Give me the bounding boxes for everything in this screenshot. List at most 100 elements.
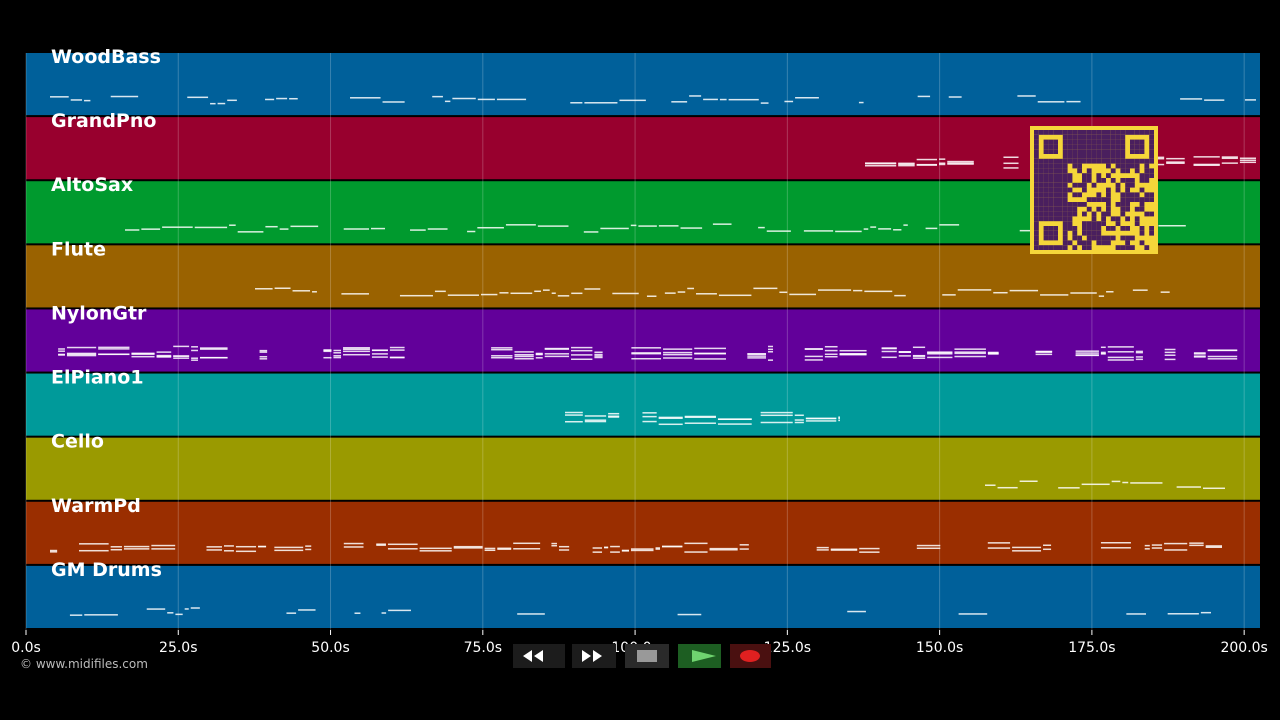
- qr-module: [1106, 130, 1111, 135]
- note: [912, 357, 926, 359]
- note: [513, 542, 541, 545]
- note: [156, 354, 172, 357]
- qr-module: [1062, 134, 1068, 140]
- note: [558, 549, 570, 551]
- qr-module: [1034, 192, 1039, 198]
- qr-module: [1048, 245, 1054, 250]
- qr-module: [1038, 163, 1044, 169]
- note: [853, 289, 863, 292]
- note: [544, 348, 570, 350]
- qr-module: [1067, 139, 1073, 145]
- qr-module: [1067, 216, 1073, 222]
- note: [789, 293, 817, 296]
- note: [551, 544, 557, 547]
- note: [274, 287, 291, 289]
- note: [323, 356, 332, 359]
- qr-module: [1125, 197, 1130, 202]
- note: [389, 356, 405, 359]
- qr-module: [1053, 139, 1058, 145]
- note: [804, 355, 823, 358]
- note: [50, 96, 69, 98]
- tick-label: 50.0s: [311, 640, 349, 656]
- note: [191, 359, 198, 361]
- qr-module: [1077, 235, 1082, 241]
- qr-module: [1082, 182, 1087, 188]
- note: [79, 549, 109, 552]
- qr-module: [1072, 149, 1078, 154]
- note: [123, 548, 150, 550]
- qr-module: [1048, 130, 1054, 135]
- qr-module: [1062, 187, 1068, 193]
- note: [1058, 487, 1080, 489]
- note: [1043, 544, 1052, 546]
- qr-module: [1144, 192, 1150, 198]
- note: [565, 420, 583, 423]
- note: [1019, 480, 1038, 483]
- qr-module: [1082, 187, 1087, 193]
- note: [612, 292, 639, 295]
- note: [939, 224, 960, 226]
- note: [1239, 161, 1256, 164]
- qr-module: [1134, 192, 1140, 198]
- note: [343, 546, 364, 548]
- qr-module: [1072, 230, 1078, 236]
- qr-module: [1139, 144, 1145, 150]
- note: [824, 345, 838, 348]
- note: [110, 548, 122, 551]
- note: [323, 349, 332, 351]
- qr-module: [1101, 197, 1106, 202]
- play-icon: [692, 650, 716, 662]
- note: [1132, 289, 1148, 291]
- note: [663, 353, 693, 356]
- note: [1158, 224, 1186, 227]
- qr-module: [1077, 158, 1082, 164]
- qr-module: [1053, 149, 1058, 154]
- note: [878, 228, 892, 230]
- note: [912, 346, 926, 349]
- note: [658, 416, 683, 419]
- qr-module: [1120, 149, 1126, 154]
- note: [496, 98, 527, 101]
- qr-module: [1096, 240, 1102, 246]
- note: [646, 295, 657, 297]
- qr-module: [1130, 235, 1135, 241]
- qr-module: [1072, 192, 1078, 198]
- note: [1070, 292, 1097, 294]
- note: [839, 349, 867, 352]
- rewind-icon: [523, 650, 543, 662]
- note: [190, 607, 200, 609]
- qr-module: [1101, 240, 1106, 246]
- note: [658, 423, 683, 426]
- note: [289, 97, 298, 100]
- qr-module: [1130, 163, 1135, 169]
- note: [290, 225, 319, 228]
- note: [957, 289, 992, 291]
- note: [608, 416, 620, 418]
- note: [187, 96, 209, 99]
- qr-module: [1091, 216, 1097, 222]
- qr-module: [1096, 192, 1102, 198]
- qr-module: [1034, 240, 1039, 246]
- qr-module: [1048, 149, 1054, 154]
- qr-module: [1034, 211, 1039, 217]
- note: [916, 547, 941, 550]
- qr-module: [1072, 144, 1078, 150]
- qr-module: [1125, 182, 1130, 188]
- note: [1193, 356, 1206, 358]
- qr-module: [1034, 178, 1039, 183]
- qr-module: [1120, 134, 1126, 140]
- note: [1012, 550, 1042, 552]
- qr-module: [1077, 149, 1082, 154]
- qr-module: [1115, 182, 1121, 188]
- note: [1035, 350, 1053, 353]
- qr-module: [1086, 130, 1092, 135]
- qr-module: [1062, 144, 1068, 150]
- note: [1244, 99, 1256, 101]
- qr-module: [1106, 192, 1111, 198]
- note: [865, 165, 897, 167]
- qr-module: [1149, 134, 1154, 140]
- note: [1193, 352, 1206, 354]
- note: [517, 613, 545, 615]
- track-name: GrandPno: [51, 110, 156, 132]
- qr-module: [1053, 211, 1058, 217]
